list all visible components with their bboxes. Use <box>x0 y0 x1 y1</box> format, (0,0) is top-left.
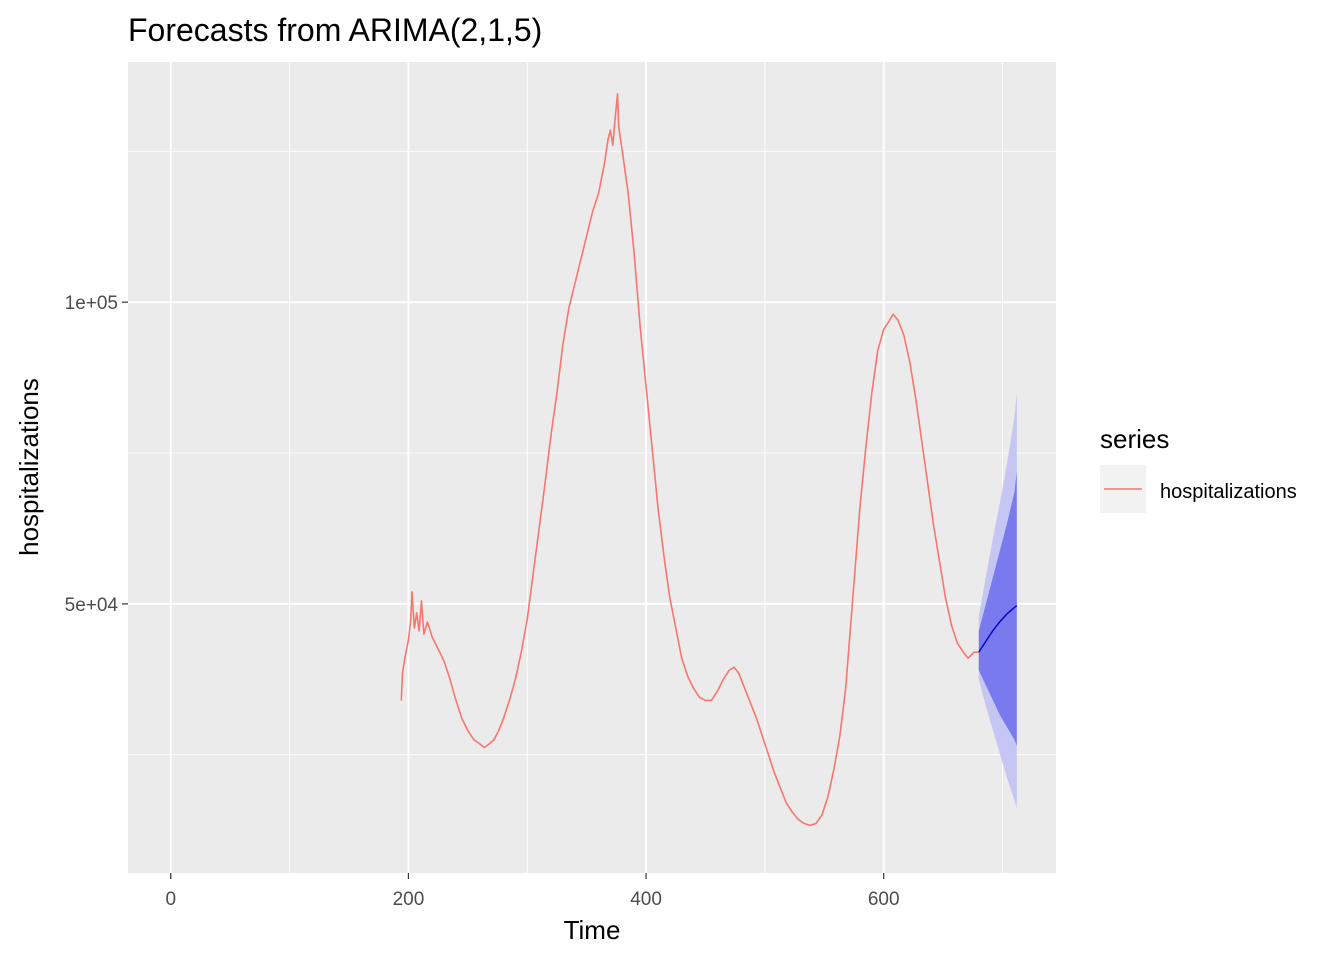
x-tick-label: 200 <box>393 889 425 910</box>
legend-label-hospitalizations: hospitalizations <box>1160 481 1297 503</box>
forecast-interval-80 <box>978 471 1017 746</box>
x-tick-label: 600 <box>868 889 900 910</box>
series-lines <box>400 93 1018 827</box>
grid-major <box>128 62 1056 873</box>
grid-minor <box>128 62 1056 873</box>
plot-panel <box>128 62 1056 873</box>
y-axis-title: hospitalizations <box>14 378 44 556</box>
legend: series hospitalizations <box>1100 424 1297 513</box>
series-line-point-forecast <box>978 605 1018 653</box>
chart-title: Forecasts from ARIMA(2,1,5) <box>128 12 542 48</box>
y-tick-label: 1e+05 <box>65 293 118 314</box>
y-tick-label: 5e+04 <box>65 595 119 616</box>
x-tick-label: 0 <box>165 889 176 910</box>
x-axis-title: Time <box>564 915 621 945</box>
x-tick-label: 400 <box>630 889 662 910</box>
y-axis: 5e+04 1e+05 <box>65 293 128 616</box>
forecast-intervals <box>978 392 1017 810</box>
legend-title: series <box>1100 424 1169 454</box>
series-line-hospitalizations <box>400 93 979 827</box>
x-axis: 0 200 400 600 <box>165 873 900 910</box>
